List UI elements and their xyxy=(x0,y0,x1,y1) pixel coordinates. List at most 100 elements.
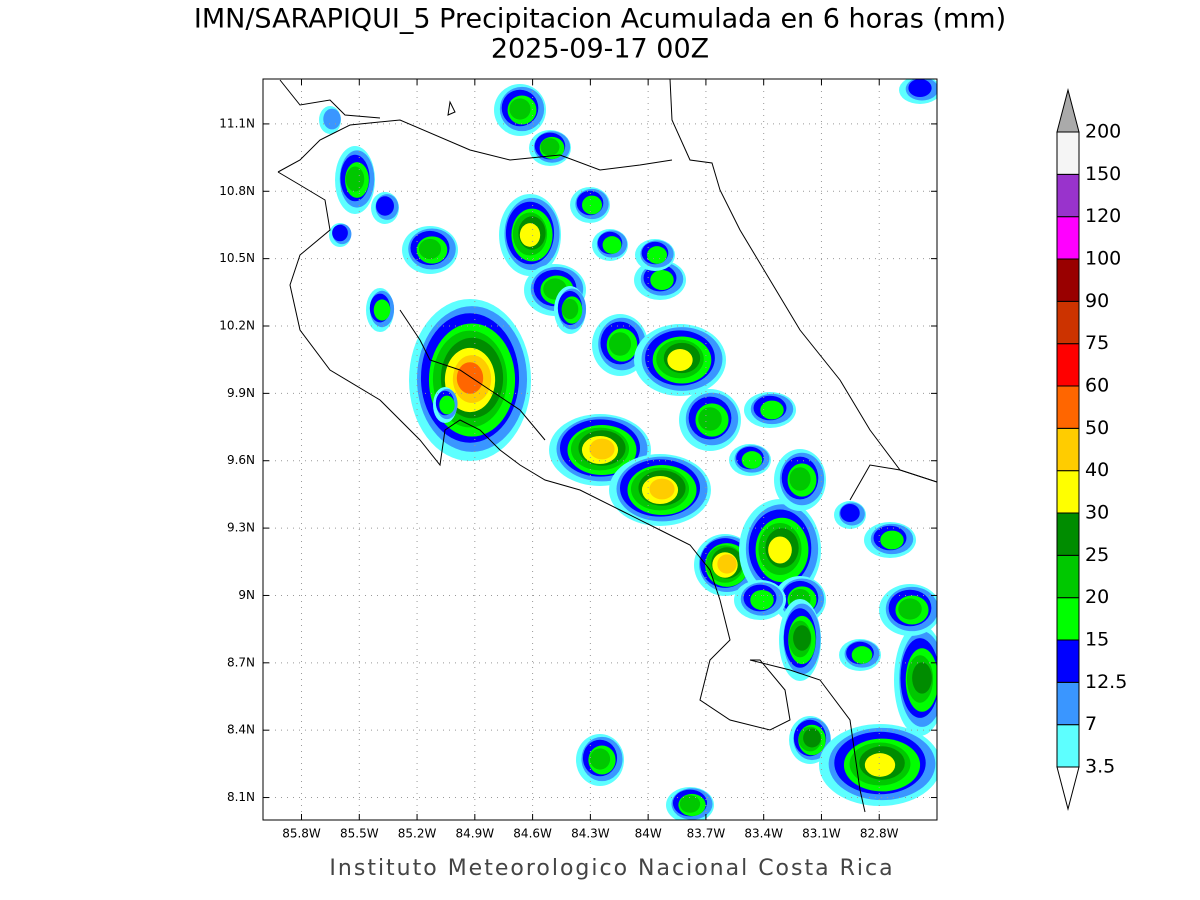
y-tick-label: 8.4N xyxy=(227,723,255,737)
precip-contour xyxy=(561,298,579,320)
precip-contour xyxy=(323,108,341,130)
caribbean-coast xyxy=(669,79,937,483)
colorbar-box xyxy=(1056,343,1080,387)
precip-contour xyxy=(418,238,442,260)
precip-contour xyxy=(608,332,632,356)
colorbar-box xyxy=(1056,681,1080,726)
precip-contour xyxy=(750,590,774,610)
y-tick-label: 9.9N xyxy=(227,386,255,400)
precip-contour xyxy=(376,196,394,216)
colorbar-label: 20 xyxy=(1085,586,1109,608)
colorbar-box xyxy=(1056,216,1080,260)
colorbar-label: 60 xyxy=(1085,375,1109,397)
precip-contour xyxy=(650,270,674,290)
y-tick-label: 9.3N xyxy=(227,521,255,535)
y-tick-label: 10.5N xyxy=(219,251,255,265)
colorbar: 3.5 7 12.5 15 20 25 30 40 50 60 75 90 100 120 150 200 xyxy=(1056,88,1127,811)
nicaragua-coast xyxy=(279,79,381,119)
x-tick-label: 82.8W xyxy=(860,827,899,841)
colorbar-box xyxy=(1056,131,1080,175)
x-tick-label: 83.4W xyxy=(744,827,783,841)
precip-contour xyxy=(793,625,811,651)
colorbar-label: 40 xyxy=(1085,459,1109,481)
precip-contour xyxy=(509,98,531,120)
x-tick-label: 84.3W xyxy=(571,827,610,841)
precip-contour xyxy=(649,478,675,500)
precip-contour xyxy=(803,728,821,748)
colorbar-box xyxy=(1056,724,1080,768)
colorbar-label: 120 xyxy=(1085,205,1121,227)
gulf-of-nicoya xyxy=(399,309,546,441)
x-tick-label: 85.5W xyxy=(340,827,379,841)
coastlines xyxy=(277,79,937,813)
title: IMN/SARAPIQUI_5 Precipitacion Acumulada … xyxy=(194,4,1006,35)
precip-contour xyxy=(864,753,896,777)
precip-contour xyxy=(456,362,484,394)
colorbar-label: 30 xyxy=(1085,502,1109,524)
y-tick-label: 8.1N xyxy=(227,790,255,804)
x-tick-label: 85.8W xyxy=(282,827,321,841)
colorbar-box xyxy=(1056,300,1080,345)
precip-contour xyxy=(647,246,667,264)
colorbar-label: 7 xyxy=(1085,713,1097,735)
colorbar-box xyxy=(1056,512,1080,556)
x-tick-label: 84.6W xyxy=(513,827,552,841)
x-tick-label: 83.7W xyxy=(687,827,726,841)
precip-contour xyxy=(768,536,792,564)
colorbar-label: 25 xyxy=(1085,544,1109,566)
precip-contour xyxy=(667,349,693,371)
footer: Instituto Meteorologico Nacional Costa R… xyxy=(329,856,894,881)
colorbar-label: 150 xyxy=(1085,163,1121,185)
x-tick-label: 83.1W xyxy=(802,827,841,841)
colorbar-box xyxy=(1056,427,1080,472)
precipitation-field xyxy=(319,79,937,820)
colorbar-box xyxy=(1056,258,1080,302)
colorbar-box xyxy=(1056,554,1080,599)
colorbar-label: 200 xyxy=(1085,121,1121,143)
y-tick-label: 11.1N xyxy=(219,116,255,130)
y-tick-label: 9N xyxy=(238,588,255,602)
colorbar-box xyxy=(1056,385,1080,429)
colorbar-box xyxy=(1056,173,1080,218)
precip-contour xyxy=(679,795,701,813)
x-tick-label: 84W xyxy=(635,827,662,841)
precip-contour xyxy=(717,554,737,574)
plot-frame xyxy=(262,78,938,821)
x-tick-label: 84.9W xyxy=(456,827,495,841)
precip-contour xyxy=(851,646,873,664)
y-tick-label: 10.2N xyxy=(219,319,255,333)
colorbar-box xyxy=(1056,597,1080,641)
colorbar-label: 90 xyxy=(1085,290,1109,312)
precip-contour xyxy=(589,748,611,770)
colorbar-label: 3.5 xyxy=(1085,756,1115,778)
colorbar-under xyxy=(1056,766,1080,811)
colorbar-over xyxy=(1056,88,1080,133)
colorbar-label: 12.5 xyxy=(1085,671,1127,693)
precip-contour xyxy=(582,195,602,215)
colorbar-label: 75 xyxy=(1085,332,1109,354)
colorbar-label: 100 xyxy=(1085,248,1121,270)
precip-contour xyxy=(898,598,922,620)
precip-contour xyxy=(373,299,391,321)
precip-contour xyxy=(880,530,904,550)
precip-contour xyxy=(540,138,560,156)
panama-border xyxy=(849,464,937,501)
precip-contour xyxy=(698,407,722,431)
colorbar-box xyxy=(1056,470,1080,514)
precip-contour xyxy=(741,451,763,469)
y-tick-label: 10.8N xyxy=(219,184,255,198)
precip-contour xyxy=(589,438,615,460)
precip-contour xyxy=(345,166,365,192)
precip-contour xyxy=(602,236,622,254)
subtitle: 2025-09-17 00Z xyxy=(491,34,709,65)
precip-contour xyxy=(519,223,541,247)
nicaragua-border xyxy=(277,119,673,173)
grid: 85.8W 85.5W 85.2W 84.9W 84.6W 84.3W 84W 83.7W 83… xyxy=(219,79,937,841)
precip-contour xyxy=(439,395,455,415)
y-tick-label: 8.7N xyxy=(227,655,255,669)
precip-contour xyxy=(908,79,932,97)
colorbar-label: 15 xyxy=(1085,629,1109,651)
colorbar-box xyxy=(1056,639,1080,683)
precip-contour xyxy=(760,400,784,420)
